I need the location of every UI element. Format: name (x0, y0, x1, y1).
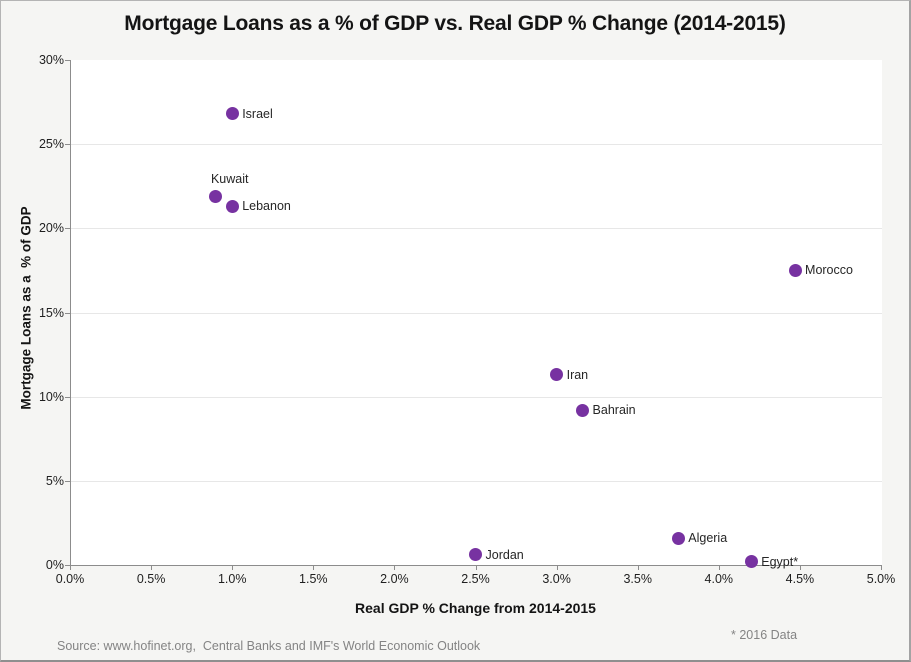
x-tick-label: 1.0% (217, 572, 247, 586)
point-label-bahrain: Bahrain (592, 403, 636, 418)
y-gridline (71, 144, 882, 146)
x-axis-tick (637, 566, 639, 570)
x-axis-tick (70, 566, 71, 570)
x-tick-label: 0.0% (55, 572, 85, 586)
x-tick-label: 4.0% (704, 572, 734, 586)
x-tick-label: 3.5% (623, 572, 652, 586)
data-point-iran (550, 368, 564, 382)
y-gridline (71, 228, 882, 230)
data-point-kuwait (209, 189, 223, 203)
point-label-iran: Iran (566, 367, 589, 382)
y-axis-tick (65, 565, 70, 566)
y-gridline (71, 312, 882, 314)
y-gridline (71, 480, 882, 482)
point-label-morocco: Morocco (805, 263, 853, 278)
y-axis-tick (65, 228, 70, 230)
point-label-lebanon: Lebanon (242, 199, 291, 214)
point-label-jordan: Jordan (485, 547, 524, 562)
x-axis-tick (232, 566, 234, 570)
point-label-egypt: Egypt* (761, 554, 799, 569)
x-axis-tick (881, 566, 882, 570)
y-axis-title: Mortgage Loans as a % of GDP (18, 206, 34, 410)
source-text: Source: www.hofinet.org, Central Banks a… (57, 639, 481, 653)
y-axis-tick (65, 480, 70, 482)
data-point-egypt (744, 555, 758, 569)
data-point-jordan (469, 548, 482, 562)
y-axis-tick (65, 144, 70, 146)
y-tick-label: 0% (45, 558, 64, 572)
data-point-morocco (788, 263, 802, 277)
chart-title: Mortgage Loans as a % of GDP vs. Real GD… (124, 12, 786, 35)
x-axis-title: Real GDP % Change from 2014-2015 (355, 600, 596, 616)
x-tick-label: 1.5% (299, 572, 328, 586)
y-tick-label: 30% (38, 53, 64, 67)
x-tick-label: 4.5% (785, 572, 815, 586)
x-axis-tick (313, 566, 315, 570)
x-axis-tick (151, 566, 153, 570)
y-tick-label: 15% (38, 305, 64, 320)
x-axis-tick (718, 566, 720, 570)
y-axis-tick (65, 312, 70, 314)
data-point-bahrain (576, 403, 590, 417)
point-label-algeria: Algeria (688, 531, 728, 546)
data-point-lebanon (225, 199, 239, 213)
x-axis-tick (556, 566, 558, 570)
x-axis-tick (475, 566, 477, 570)
x-tick-label: 0.5% (136, 572, 166, 586)
data-point-israel (225, 107, 239, 121)
x-tick-label: 3.0% (542, 572, 571, 586)
x-tick-label: 2.0% (380, 572, 409, 586)
point-label-kuwait: Kuwait (210, 172, 249, 187)
y-tick-label: 5% (45, 473, 64, 488)
y-tick-label: 20% (38, 221, 64, 236)
footnote-2016-data: * 2016 Data (731, 628, 798, 642)
y-axis-tick (65, 60, 70, 61)
y-gridline (71, 396, 882, 398)
y-tick-label: 25% (38, 137, 64, 152)
x-axis-tick (799, 566, 801, 570)
x-axis-tick (394, 566, 396, 570)
point-label-israel: Israel (242, 106, 273, 121)
x-tick-label: 5.0% (866, 572, 896, 586)
y-axis-tick (65, 396, 70, 398)
data-point-algeria (671, 531, 685, 545)
y-tick-label: 10% (38, 389, 64, 404)
x-tick-label: 2.5% (461, 572, 490, 586)
